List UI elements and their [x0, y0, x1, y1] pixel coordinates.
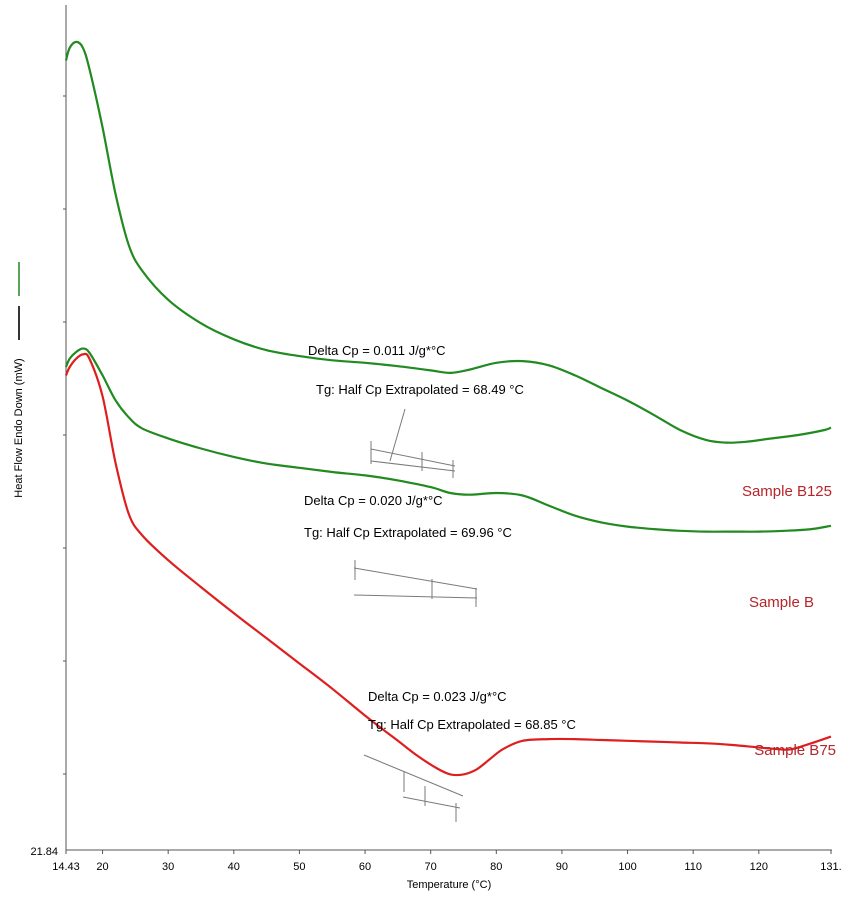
- x-tick-label: 14.43: [52, 861, 80, 873]
- tg-construction-b: [353, 560, 478, 607]
- x-tick-label: 110: [684, 861, 702, 873]
- series-line-sample-b125: [64, 40, 832, 444]
- series-line-sample-b: [64, 347, 832, 533]
- tg-construction-b75: [363, 754, 464, 822]
- series-label-b125: Sample B125: [742, 483, 832, 500]
- x-tick-label: 40: [228, 861, 240, 873]
- tg-construction-b125: [370, 408, 456, 478]
- annotation-tg-b75: Tg: Half Cp Extrapolated = 68.85 °C: [368, 717, 576, 732]
- series-line-sample-b75: [64, 352, 832, 777]
- annotation-delta-cp-b75: Delta Cp = 0.023 J/g*°C: [368, 689, 507, 704]
- y-axis-title: Heat Flow Endo Down (mW): [13, 358, 25, 497]
- x-tick-label: 131.: [820, 861, 841, 873]
- y-axis-ticks: [63, 95, 66, 775]
- x-tick-label: 60: [359, 861, 371, 873]
- x-tick-label: 80: [490, 861, 502, 873]
- x-tick-label: 30: [162, 861, 174, 873]
- series-label-b: Sample B: [749, 594, 814, 611]
- series-label-b75: Sample B75: [754, 742, 836, 759]
- x-tick-label: 50: [293, 861, 305, 873]
- annotation-delta-cp-b125: Delta Cp = 0.011 J/g*°C: [308, 343, 446, 358]
- x-axis-title: Temperature (°C): [407, 879, 491, 891]
- x-axis-ticks: 14.43 20 30 40 50 60 70 80 90 100 110 120 131.: [52, 850, 842, 873]
- x-tick-label: 20: [96, 861, 108, 873]
- annotation-tg-b: Tg: Half Cp Extrapolated = 69.96 °C: [304, 525, 512, 540]
- x-tick-label: 90: [556, 861, 568, 873]
- annotation-delta-cp-b: Delta Cp = 0.020 J/g*°C: [304, 493, 443, 508]
- y-axis-min-label: 21.84: [30, 846, 58, 858]
- annotation-tg-b125: Tg: Half Cp Extrapolated = 68.49 °C: [316, 382, 524, 397]
- x-tick-label: 70: [425, 861, 437, 873]
- series-layer: [64, 40, 832, 777]
- x-tick-label: 120: [750, 861, 768, 873]
- x-tick-label: 100: [618, 861, 636, 873]
